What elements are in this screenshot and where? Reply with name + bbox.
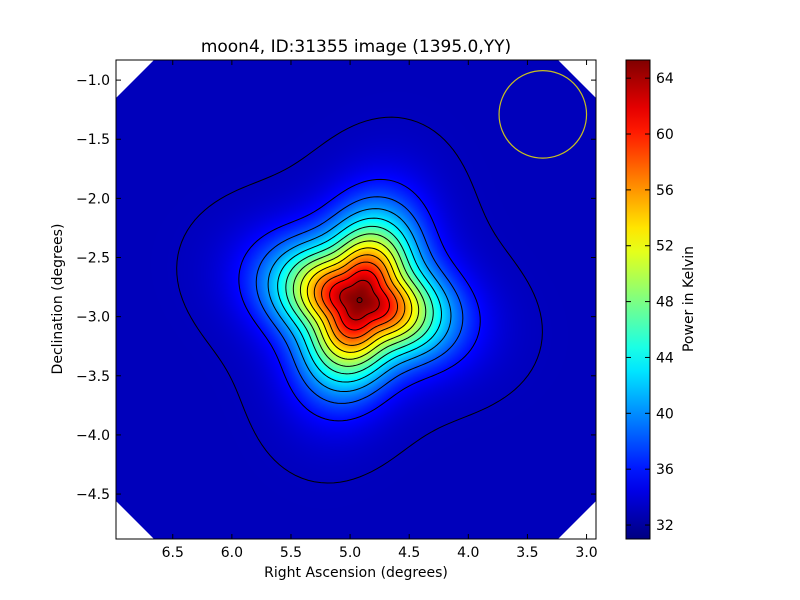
contour-line [255,196,464,404]
y-tick-label: −2.0 [76,191,110,207]
colorbar-tick-label: 40 [656,406,674,422]
x-tick-label: 3.0 [575,545,597,561]
plot-frame [115,59,597,540]
contour-line [313,254,406,346]
masked-corner [116,501,154,539]
contour-line [285,225,434,375]
colorbar-tick-label: 48 [656,295,674,311]
beam-circle [498,70,588,159]
contour-line [292,233,427,367]
colorbar [625,59,651,540]
heatmap-image [116,60,596,539]
contour-line [306,247,413,353]
y-tick-label: −4.0 [76,428,110,444]
masked-corners [116,60,596,539]
contour-line [299,240,420,360]
y-tick-label: −3.5 [76,369,110,385]
x-axis-title: Right Ascension (degrees) [264,565,448,581]
colorbar-tick-label: 60 [656,127,674,143]
x-axis: 6.5 6.0 5.5 5.0 4.5 4.0 3.5 3.0 [162,60,598,561]
colorbar-axis: 32 36 40 44 48 52 56 60 64 [626,71,674,534]
x-tick-label: 6.5 [162,545,184,561]
colorbar-tick-label: 56 [656,183,674,199]
colorbar-tick-label: 64 [656,71,674,87]
x-tick-label: 5.0 [339,545,361,561]
y-tick-label: −1.0 [76,73,110,89]
masked-corner [116,60,154,98]
y-tick-label: −2.5 [76,251,110,267]
contour-line [277,217,442,383]
colorbar-tick-label: 44 [656,350,674,366]
x-tick-label: 6.0 [221,545,243,561]
contour-line [267,208,452,393]
colorbar-tick-label: 32 [656,518,674,534]
contour-line [339,279,380,321]
x-tick-label: 3.5 [516,545,538,561]
masked-corner [558,60,596,98]
x-tick-label: 5.5 [280,545,302,561]
colorbar-label: Power in Kelvin [681,246,697,352]
x-tick-label: 4.0 [457,545,479,561]
contour-line [329,269,390,331]
y-tick-label: −4.5 [76,487,110,503]
contour-lines [176,116,543,484]
x-tick-label: 4.5 [398,545,420,561]
plot-area [116,60,596,539]
chart-title: moon4, ID:31355 image (1395.0,YY) [201,37,511,57]
y-axis: −1.0 −1.5 −2.0 −2.5 −3.0 −3.5 −4.0 −4.5 [76,73,596,503]
contour-line [321,261,399,339]
masked-corner [558,501,596,539]
y-tick-label: −3.0 [76,310,110,326]
colorbar-tick-label: 52 [656,239,674,255]
colorbar-tick-label: 36 [656,462,674,478]
contour-line [176,116,543,484]
source-peak-marker [356,297,363,304]
y-axis-title: Declination (degrees) [50,224,66,375]
contour-line [238,178,481,422]
y-tick-label: −1.5 [76,132,110,148]
